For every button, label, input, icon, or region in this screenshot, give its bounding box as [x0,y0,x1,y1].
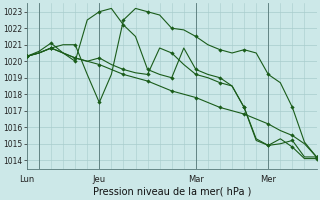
X-axis label: Pression niveau de la mer( hPa ): Pression niveau de la mer( hPa ) [92,187,251,197]
